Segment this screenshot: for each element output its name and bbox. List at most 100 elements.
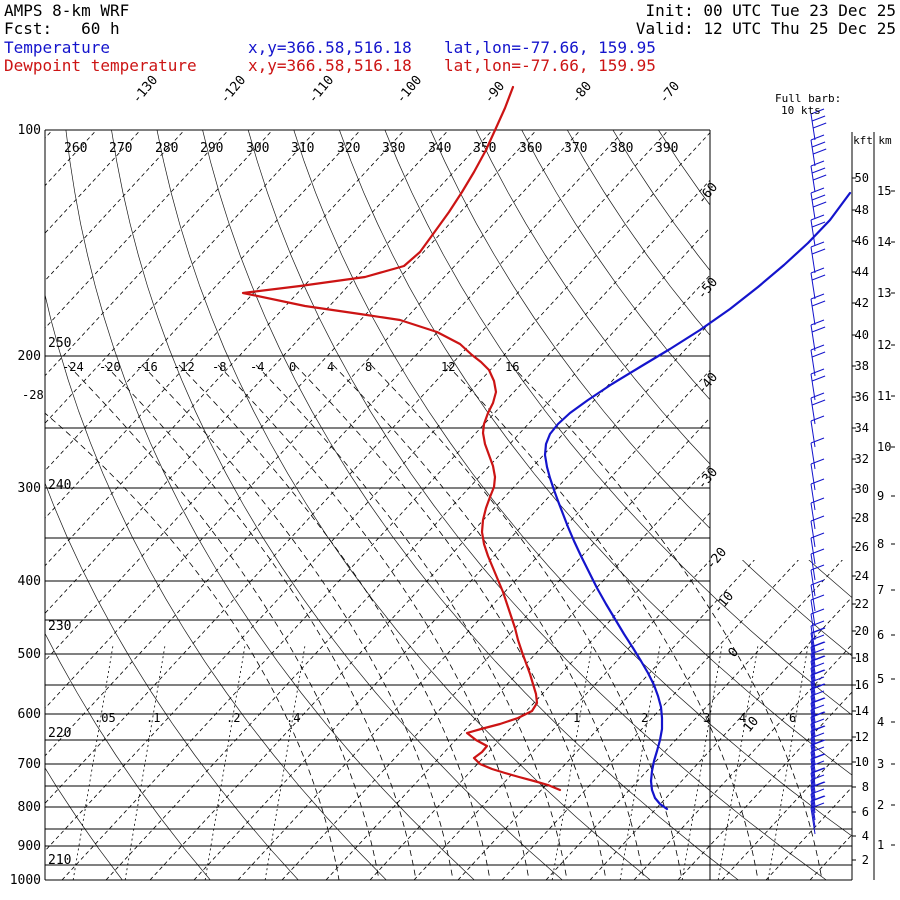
svg-text:-80: -80 (569, 79, 596, 107)
svg-text:360: 360 (519, 141, 542, 156)
svg-text:400: 400 (18, 574, 41, 589)
svg-text:16: 16 (855, 678, 869, 692)
svg-text:-20: -20 (99, 360, 121, 374)
svg-text:8: 8 (862, 780, 869, 794)
svg-text:8: 8 (365, 360, 372, 374)
svg-text:260: 260 (64, 141, 87, 156)
dry-adiabat-lines (45, 130, 852, 880)
svg-text:800: 800 (18, 800, 41, 815)
svg-text:330: 330 (382, 141, 405, 156)
svg-text:14: 14 (855, 704, 869, 718)
svg-text:1000: 1000 (10, 873, 41, 888)
svg-text:32: 32 (855, 452, 869, 466)
svg-text:200: 200 (18, 349, 41, 364)
svg-text:500: 500 (18, 647, 41, 662)
svg-text:8: 8 (877, 537, 884, 551)
svg-text:12: 12 (855, 730, 869, 744)
svg-text:380: 380 (610, 141, 633, 156)
svg-text:2: 2 (862, 853, 869, 867)
svg-text:290: 290 (200, 141, 223, 156)
svg-text:-90: -90 (482, 79, 509, 107)
pressure-gridlines (45, 129, 852, 881)
svg-text:18: 18 (855, 651, 869, 665)
temperature-latlon: lat,lon=-77.66, 159.95 (444, 38, 656, 57)
svg-text:-8: -8 (212, 360, 226, 374)
svg-text:240: 240 (48, 478, 71, 493)
svg-text:12: 12 (441, 360, 455, 374)
svg-text:36: 36 (855, 390, 869, 404)
barb-legend-line2: 10 kts (781, 104, 821, 117)
svg-text:4: 4 (877, 715, 884, 729)
svg-text:40: 40 (855, 328, 869, 342)
isotherm-labels: -130 -120 -110 -100 -90 -80 -70-60-50-40-30-20… (130, 73, 763, 736)
isotherm-lines (45, 130, 852, 880)
svg-text:-100: -100 (394, 73, 426, 107)
svg-text:-20: -20 (704, 545, 731, 573)
svg-text:28: 28 (855, 511, 869, 525)
svg-text:42: 42 (855, 296, 869, 310)
valid-time: Valid: 12 UTC Thu 25 Dec 25 (635, 19, 896, 38)
svg-text:38: 38 (855, 359, 869, 373)
svg-text:-120: -120 (218, 73, 250, 107)
svg-text:-60: -60 (695, 180, 722, 208)
svg-text:-4: -4 (250, 360, 264, 374)
forecast-hour: Fcst: 60 h (4, 19, 120, 38)
svg-text:-24: -24 (62, 360, 84, 374)
svg-text:20: 20 (855, 624, 869, 638)
svg-text:-50: -50 (695, 275, 722, 303)
svg-text:-130: -130 (130, 73, 162, 107)
svg-text:3: 3 (877, 757, 884, 771)
plot-frame (44, 129, 852, 881)
svg-text:10: 10 (855, 755, 869, 769)
svg-text:13: 13 (877, 286, 891, 300)
mixing-ratio-lines (72, 644, 809, 880)
svg-text:3: 3 (703, 711, 710, 725)
svg-text:250: 250 (48, 336, 71, 351)
svg-text:6: 6 (789, 711, 796, 725)
barb-legend-line1: Full barb: (775, 92, 841, 105)
svg-text:15: 15 (877, 184, 891, 198)
legend-temperature-label: Temperature (4, 38, 110, 57)
mixing-ratio-labels: .05 .1 .2 .4 1 2 3 4 6 (94, 711, 796, 725)
wind-barbs (810, 108, 827, 835)
svg-text:46: 46 (855, 234, 869, 248)
svg-text:230: 230 (48, 619, 71, 634)
svg-text:340: 340 (428, 141, 451, 156)
svg-text:14: 14 (877, 235, 891, 249)
dewpoint-latlon: lat,lon=-77.66, 159.95 (444, 56, 656, 75)
svg-text:7: 7 (877, 583, 884, 597)
svg-text:900: 900 (18, 839, 41, 854)
temperature-grid-coords: x,y=366.58,516.18 (248, 38, 412, 57)
svg-text:2: 2 (641, 711, 648, 725)
svg-text:24: 24 (855, 569, 869, 583)
svg-text:600: 600 (18, 707, 41, 722)
svg-text:1: 1 (573, 711, 580, 725)
svg-text:-70: -70 (657, 79, 684, 107)
svg-text:5: 5 (877, 672, 884, 686)
svg-text:12: 12 (877, 338, 891, 352)
moist-adiabat-lines (45, 364, 823, 880)
svg-text:-16: -16 (136, 360, 158, 374)
svg-text:22: 22 (855, 597, 869, 611)
height-scale: kft km50484644424038363432302826242220181… (851, 132, 895, 880)
svg-text:6: 6 (877, 628, 884, 642)
legend-dewpoint-label: Dewpoint temperature (4, 56, 197, 75)
svg-text:2: 2 (877, 798, 884, 812)
init-time: Init: 00 UTC Tue 23 Dec 25 (645, 1, 896, 20)
svg-text:10: 10 (877, 440, 891, 454)
svg-text:270: 270 (109, 141, 132, 156)
svg-text:100: 100 (18, 123, 41, 138)
svg-text:9: 9 (877, 489, 884, 503)
model-title: AMPS 8-km WRF (4, 1, 130, 20)
svg-text:700: 700 (18, 757, 41, 772)
svg-text:280: 280 (155, 141, 178, 156)
svg-text:.05: .05 (94, 711, 116, 725)
svg-text:34: 34 (855, 421, 869, 435)
svg-text:300: 300 (18, 481, 41, 496)
svg-text:-40: -40 (695, 370, 722, 398)
svg-text:44: 44 (855, 265, 869, 279)
svg-text:kft: kft (853, 134, 873, 147)
svg-text:390: 390 (655, 141, 678, 156)
